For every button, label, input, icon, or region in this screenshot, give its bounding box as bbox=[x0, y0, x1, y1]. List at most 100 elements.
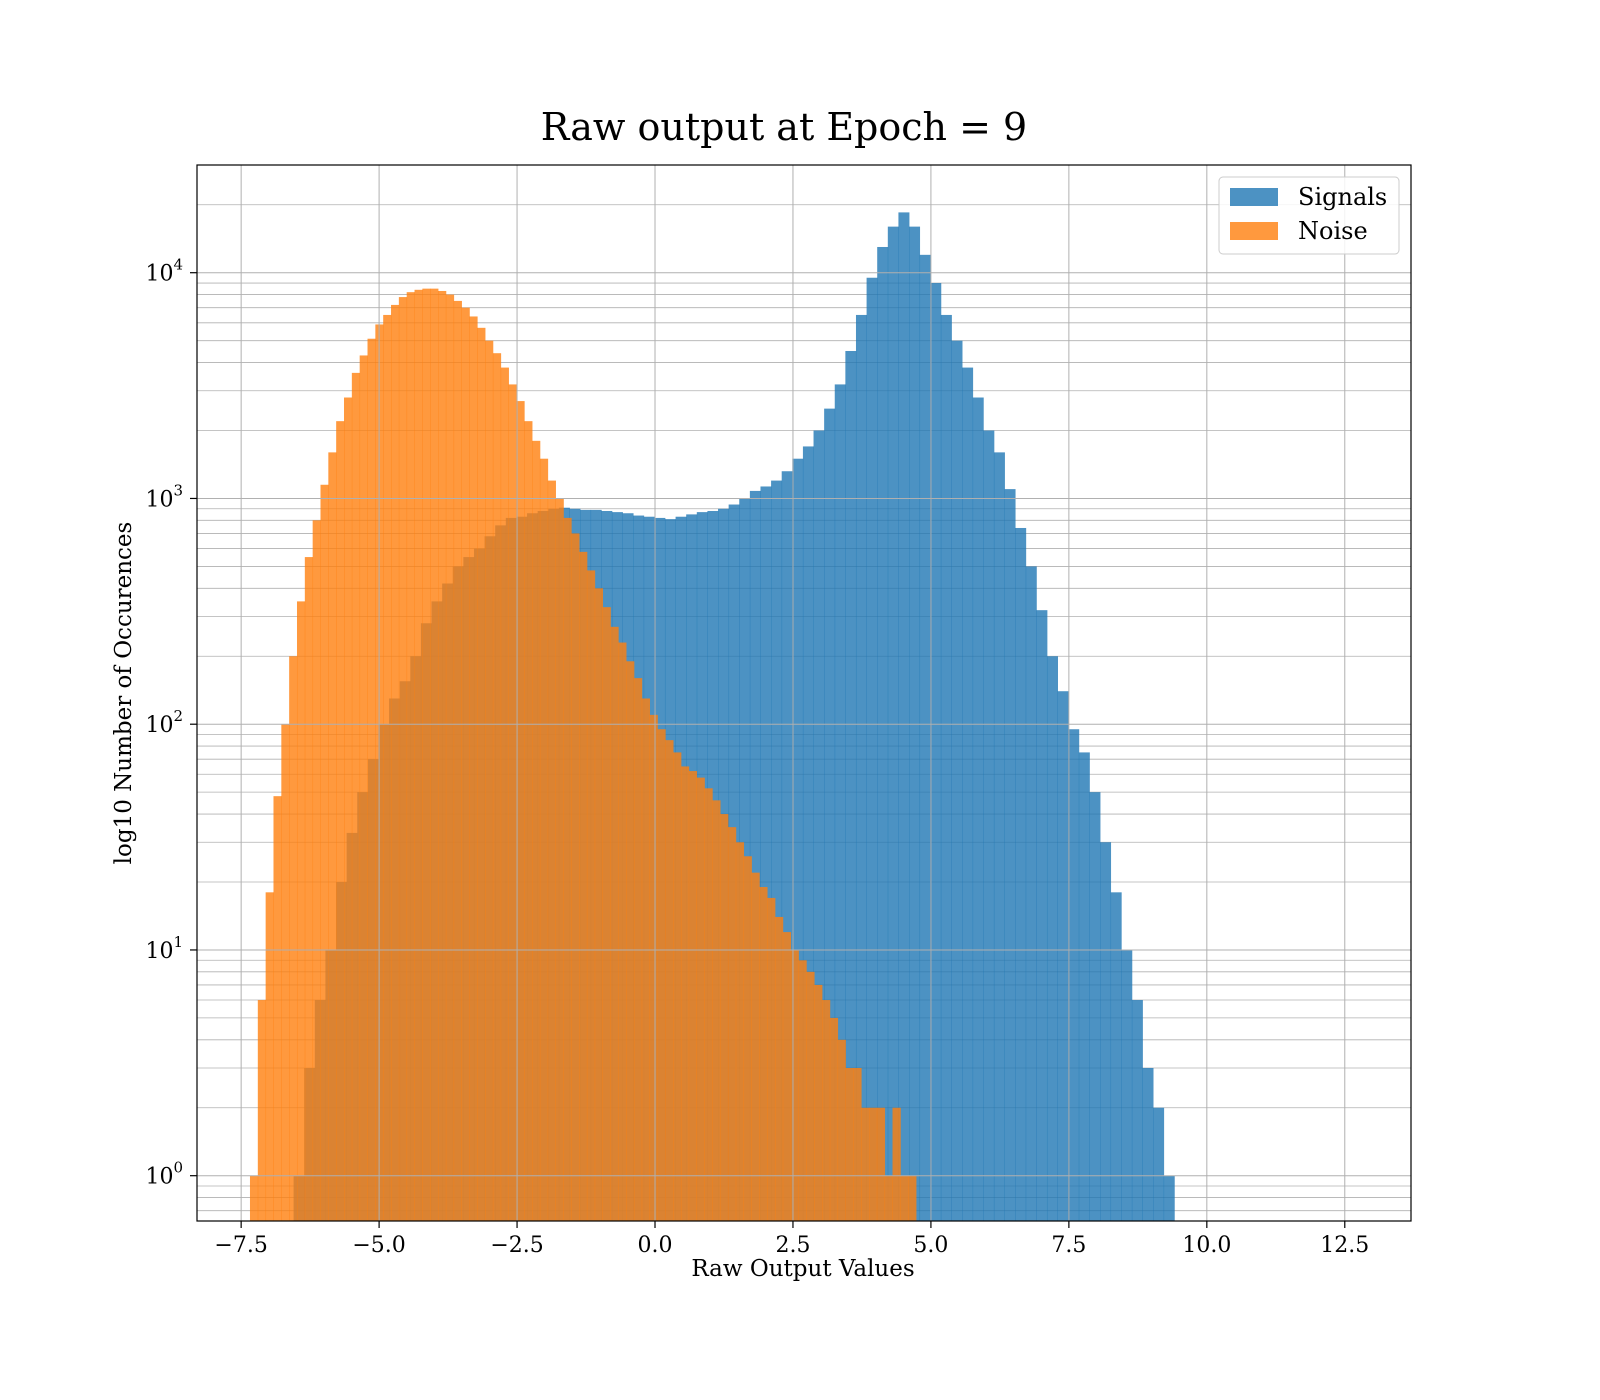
x-tick-label: 5.0 bbox=[913, 1233, 948, 1258]
bar-signals bbox=[898, 212, 910, 1222]
bar-noise bbox=[649, 714, 658, 1221]
bar-noise bbox=[586, 570, 596, 1221]
bar-noise bbox=[727, 827, 737, 1221]
bar-signals bbox=[1036, 610, 1048, 1221]
x-tick-label: −5.0 bbox=[352, 1233, 405, 1258]
bar-noise bbox=[610, 626, 619, 1221]
bar-signals bbox=[855, 314, 867, 1221]
bar-signals bbox=[972, 397, 984, 1221]
bar-noise bbox=[751, 872, 760, 1221]
bar-noise bbox=[273, 796, 282, 1221]
bar-noise bbox=[532, 440, 541, 1221]
bar-noise bbox=[351, 372, 361, 1222]
legend-swatch-signals bbox=[1230, 188, 1278, 206]
bar-noise bbox=[853, 1067, 862, 1221]
bar-noise bbox=[344, 397, 353, 1221]
bar-signals bbox=[749, 490, 761, 1221]
bar-noise bbox=[782, 932, 792, 1221]
x-tick-label: 0.0 bbox=[638, 1233, 673, 1258]
y-tick-label: 104 bbox=[145, 256, 183, 287]
bar-noise bbox=[641, 698, 651, 1221]
bar-signals bbox=[845, 350, 857, 1221]
bar-noise bbox=[453, 300, 462, 1221]
bar-signals bbox=[866, 277, 878, 1222]
bar-noise bbox=[908, 1175, 917, 1221]
bar-noise bbox=[869, 1107, 878, 1221]
bar-noise bbox=[821, 1000, 831, 1221]
bar-noise bbox=[563, 517, 572, 1221]
bar-noise bbox=[673, 752, 682, 1221]
bar-noise bbox=[712, 800, 721, 1221]
bar-noise bbox=[900, 1175, 909, 1221]
bar-noise bbox=[438, 290, 447, 1221]
bar-signals bbox=[802, 446, 814, 1222]
bar-noise bbox=[445, 294, 455, 1222]
bar-signals bbox=[1100, 842, 1112, 1221]
bar-noise bbox=[391, 304, 400, 1221]
y-tick-label: 100 bbox=[145, 1159, 183, 1190]
legend: Signals Noise bbox=[1218, 176, 1400, 255]
bar-signals bbox=[781, 471, 793, 1222]
bar-signals bbox=[1131, 1000, 1143, 1221]
bar-signals bbox=[962, 367, 974, 1221]
bar-noise bbox=[430, 288, 439, 1221]
bar-noise bbox=[383, 314, 392, 1221]
bar-noise bbox=[829, 1017, 839, 1221]
bar-noise bbox=[524, 421, 533, 1222]
bar-noise bbox=[657, 729, 666, 1221]
x-axis-label: Raw Output Values bbox=[691, 1256, 914, 1282]
bar-signals bbox=[983, 430, 995, 1221]
bar-noise bbox=[508, 384, 517, 1221]
x-tick-label: 7.5 bbox=[1051, 1233, 1086, 1258]
bar-noise bbox=[249, 1175, 259, 1221]
bar-noise bbox=[304, 557, 314, 1221]
bar-signals bbox=[771, 480, 783, 1221]
bar-noise bbox=[579, 551, 588, 1221]
bar-noise bbox=[626, 661, 635, 1221]
bar-noise bbox=[281, 724, 290, 1221]
bar-signals bbox=[951, 340, 963, 1221]
bar-noise bbox=[814, 984, 823, 1221]
bar-noise bbox=[398, 297, 408, 1222]
y-tick-label: 103 bbox=[145, 481, 183, 512]
bar-signals bbox=[1057, 691, 1069, 1221]
bar-signals bbox=[930, 283, 942, 1221]
bar-signals bbox=[1121, 949, 1133, 1221]
bar-signals bbox=[940, 314, 952, 1221]
bar-signals bbox=[760, 486, 772, 1221]
bar-noise bbox=[296, 601, 306, 1221]
bar-noise bbox=[500, 367, 509, 1221]
bar-noise bbox=[492, 353, 502, 1221]
legend-swatch-noise bbox=[1230, 222, 1278, 240]
bar-noise bbox=[798, 960, 807, 1221]
bar-signals bbox=[824, 408, 836, 1222]
x-axis-ticks: −7.5 −5.0 −2.5 0.0 2.5 5.0 7.5 10.0 12.5 bbox=[214, 1221, 1369, 1258]
plot-area: −7.5 −5.0 −2.5 0.0 2.5 5.0 7.5 10.0 12.5 1001011… bbox=[145, 164, 1412, 1258]
bar-signals bbox=[1110, 892, 1122, 1221]
x-tick-label: 2.5 bbox=[775, 1233, 810, 1258]
bar-noise bbox=[837, 1039, 846, 1221]
bar-signals bbox=[877, 246, 889, 1222]
bar-noise bbox=[759, 887, 768, 1221]
bar-signals bbox=[813, 430, 825, 1221]
bar-noise bbox=[367, 338, 376, 1221]
bar-noise bbox=[312, 520, 321, 1221]
bar-noise bbox=[743, 856, 752, 1221]
bar-noise bbox=[422, 288, 431, 1221]
bar-signals bbox=[1068, 729, 1080, 1221]
bar-noise bbox=[735, 842, 745, 1221]
y-tick-label: 101 bbox=[145, 933, 183, 964]
bar-noise bbox=[539, 458, 549, 1221]
bar-noise bbox=[704, 788, 713, 1221]
bar-noise bbox=[265, 892, 274, 1221]
bar-noise bbox=[845, 1067, 854, 1221]
bar-signals bbox=[834, 384, 846, 1221]
bar-noise bbox=[477, 327, 486, 1222]
bar-noise bbox=[861, 1107, 870, 1221]
bar-signals bbox=[1025, 566, 1037, 1221]
bar-signals bbox=[1004, 489, 1016, 1221]
bar-noise bbox=[571, 533, 580, 1221]
bar-signals bbox=[1089, 792, 1101, 1221]
bar-noise bbox=[469, 316, 478, 1221]
